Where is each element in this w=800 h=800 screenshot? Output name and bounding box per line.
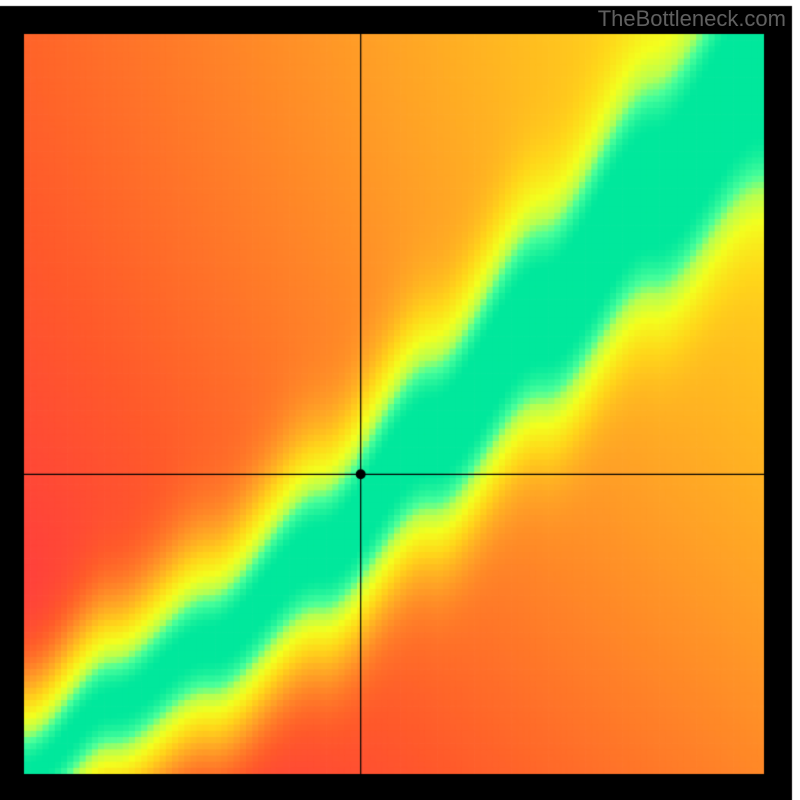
bottleneck-heatmap bbox=[0, 0, 800, 800]
watermark-text: TheBottleneck.com bbox=[598, 6, 786, 32]
